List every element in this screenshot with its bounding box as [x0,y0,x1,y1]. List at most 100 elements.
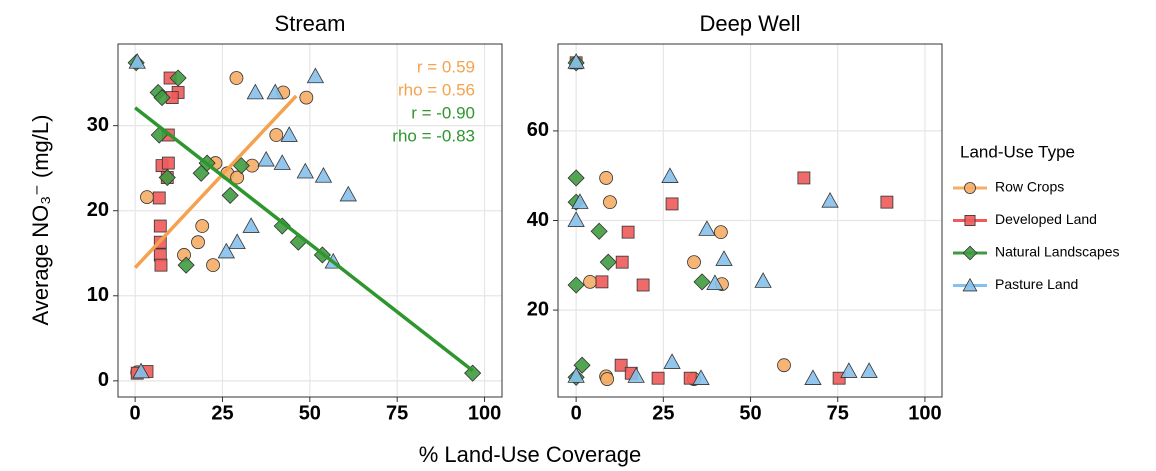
x-tick-label: 100 [908,402,941,424]
point [614,358,628,372]
point [191,235,205,250]
y-tick-label: 20 [87,199,109,221]
y-axis-label: Average NO₃⁻ (mg/L) [28,115,53,326]
point [221,186,239,204]
point [665,197,679,211]
point [192,164,210,182]
point [603,195,617,210]
point [169,69,187,87]
point [128,53,146,69]
point [269,128,284,142]
point [698,220,716,236]
point [571,193,589,209]
panel-title: Deep Well [699,11,800,36]
y-tick-label: 20 [527,298,549,320]
point [280,126,298,142]
point [573,356,591,374]
x-tick-label: 75 [827,402,849,424]
point [567,211,585,227]
point [296,162,314,179]
point [692,369,710,385]
point [195,219,210,233]
point [615,255,629,269]
point [273,217,291,235]
point [161,156,175,170]
x-tick-label: 0 [130,402,141,424]
x-axis-label: % Land-Use Coverage [419,442,642,467]
point [154,258,168,272]
point [860,362,878,378]
point [583,274,597,289]
legend-marker [962,277,978,292]
annotation: rho = -0.83 [392,126,475,145]
point [599,253,617,271]
point [651,371,665,385]
point [140,190,154,205]
point [840,362,858,378]
point [153,89,171,107]
point [777,358,791,373]
legend-label: Natural Landscapes [995,244,1120,260]
fit-line [133,94,298,269]
point [663,353,681,369]
point [706,274,724,291]
point [339,185,357,202]
point [132,362,150,379]
point [661,167,679,183]
point [232,157,250,175]
point [715,250,733,266]
point [153,219,167,233]
point [246,83,264,100]
y-tick-label: 30 [87,114,109,136]
y-tick-label: 10 [87,284,109,306]
point [693,273,711,291]
point [713,225,728,240]
y-tick-label: 60 [527,119,549,141]
x-tick-label: 50 [299,402,321,424]
point [567,367,585,383]
point [567,276,585,294]
legend-label: Developed Land [995,211,1097,227]
legend-label: Pasture Land [995,276,1078,292]
point [636,278,650,292]
point [257,150,275,167]
annotation: rho = 0.56 [398,80,475,99]
point [754,272,772,288]
point [687,255,701,270]
point [627,367,645,383]
point [797,171,811,185]
point [242,217,260,233]
point [600,372,615,386]
x-tick-label: 100 [468,402,501,424]
y-tick-label: 0 [98,369,109,391]
point [621,225,635,239]
point [590,222,608,240]
point [230,170,245,185]
point [177,256,195,274]
annotation: r = 0.59 [417,57,475,76]
x-tick-label: 0 [571,402,582,424]
point [306,67,325,84]
annotation: r = -0.90 [411,103,475,122]
legend-marker [964,182,976,194]
point [804,369,822,385]
legend-label: Row Crops [995,179,1064,195]
fit-line [134,106,474,373]
x-tick-label: 25 [211,402,233,424]
point [567,53,585,69]
point [599,171,614,185]
y-tick-label: 40 [527,209,549,231]
point [314,167,333,183]
point [595,275,609,289]
point [273,154,291,170]
point [152,191,166,205]
panel-border [557,43,943,398]
point [229,71,244,85]
point [299,90,314,105]
legend-marker [964,214,976,226]
point [880,195,894,209]
panel-title: Stream [275,11,346,36]
point [206,258,220,273]
legend-title: Land-Use Type [960,142,1075,161]
